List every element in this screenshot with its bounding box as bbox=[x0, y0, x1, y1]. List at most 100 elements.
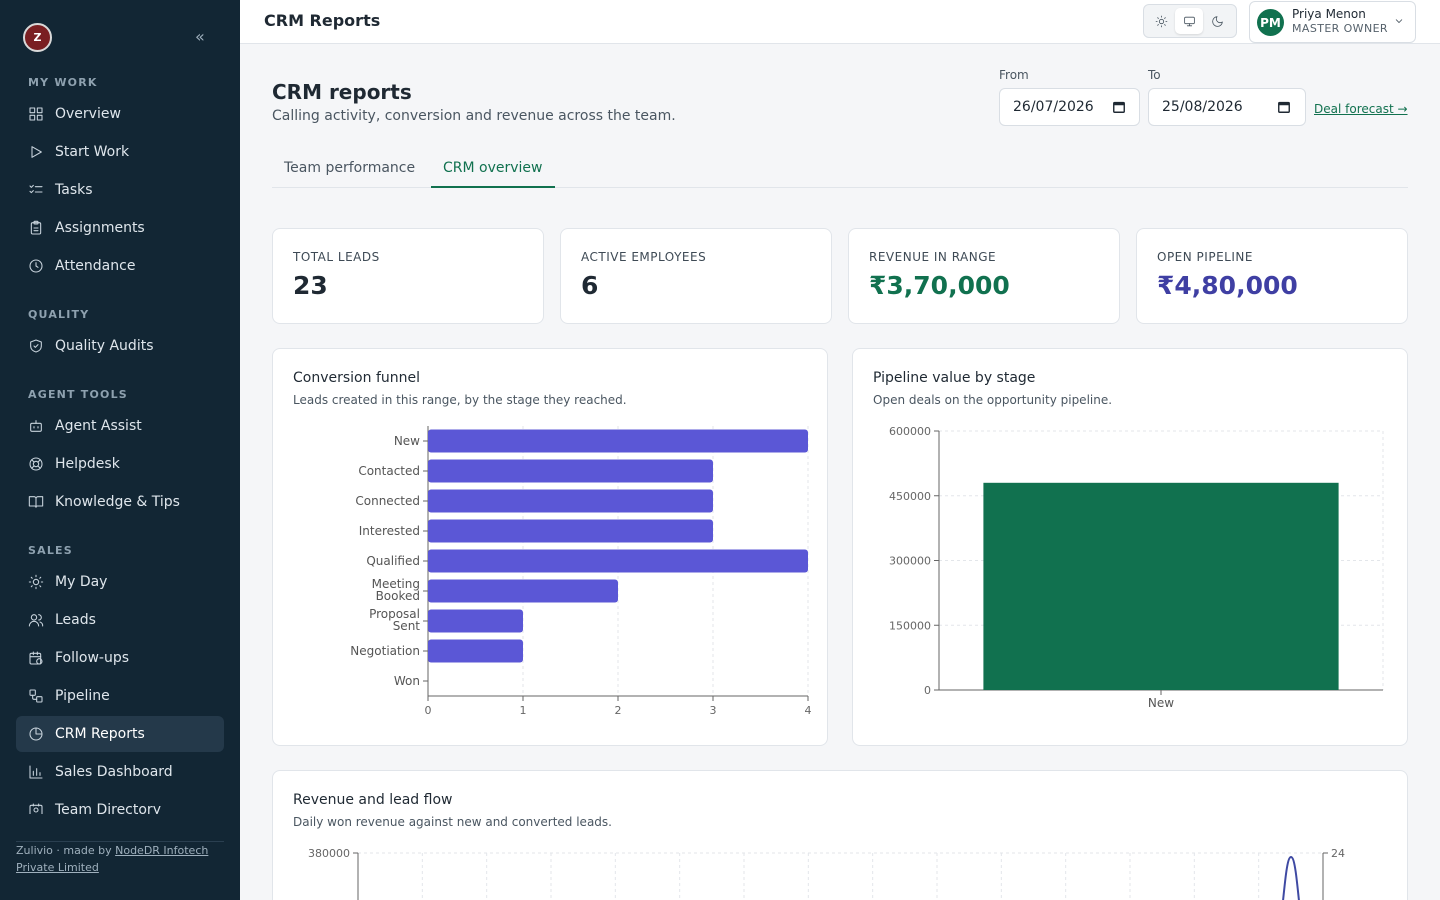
y-tick-label: 600000 bbox=[889, 425, 931, 438]
y-tick-label: 450000 bbox=[889, 490, 931, 503]
monitor-icon bbox=[1183, 16, 1195, 26]
sidebar-item-label: Attendance bbox=[55, 258, 136, 274]
sidebar-item-my-day[interactable]: My Day bbox=[16, 564, 224, 600]
sidebar: Z « MY WORK Overview Start Work Tasks Assign… bbox=[0, 0, 240, 900]
light-theme-button[interactable] bbox=[1147, 8, 1175, 34]
sidebar-item-tasks[interactable]: Tasks bbox=[16, 172, 224, 208]
card-subtitle: Leads created in this range, by the stag… bbox=[293, 393, 627, 407]
kpi-label: REVENUE IN RANGE bbox=[869, 250, 997, 264]
sidebar-item-sales-dashboard[interactable]: Sales Dashboard bbox=[16, 754, 224, 790]
sidebar-item-pipeline[interactable]: Pipeline bbox=[16, 678, 224, 714]
section-title: QUALITY bbox=[28, 308, 90, 321]
y-tick-label-line: Proposal bbox=[369, 607, 420, 621]
tab-crm-overview[interactable]: CRM overview bbox=[431, 150, 555, 188]
from-date-input[interactable]: 26/07/2026 bbox=[999, 88, 1140, 126]
sidebar-item-quality-audits[interactable]: Quality Audits bbox=[16, 328, 224, 364]
sidebar-item-label: Overview bbox=[55, 106, 121, 122]
dark-theme-button[interactable] bbox=[1203, 8, 1231, 34]
topbar-title: CRM Reports bbox=[264, 11, 381, 30]
sun-icon bbox=[28, 574, 44, 590]
pipeline-value-chart: 0 150000 300000 450000 600000 New bbox=[889, 425, 1384, 710]
card-subtitle: Daily won revenue against new and conver… bbox=[293, 815, 612, 829]
sidebar-item-label: CRM Reports bbox=[55, 726, 145, 742]
sidebar-item-crm-reports[interactable]: CRM Reports bbox=[16, 716, 224, 752]
y-tick-label: Qualified bbox=[366, 554, 420, 568]
to-date-input[interactable]: 25/08/2026 bbox=[1148, 88, 1306, 126]
page-subtitle: Calling activity, conversion and revenue… bbox=[272, 108, 676, 124]
from-date-value: 26/07/2026 bbox=[1013, 99, 1094, 115]
sidebar-nav: MY WORK Overview Start Work Tasks Assignment… bbox=[16, 70, 224, 814]
lifebuoy-icon bbox=[29, 457, 43, 471]
sidebar-item-knowledge-tips[interactable]: Knowledge & Tips bbox=[16, 484, 224, 520]
kpi-value: ₹4,80,000 bbox=[1157, 271, 1298, 300]
footer-company-link[interactable]: NodeDR Infotech Private Limited bbox=[16, 844, 209, 874]
user-menu[interactable]: PM Priya Menon MASTER OWNER bbox=[1249, 1, 1416, 43]
theme-switcher bbox=[1143, 4, 1237, 38]
sidebar-item-label: Tasks bbox=[55, 182, 93, 198]
y-tick-label: Contacted bbox=[358, 464, 420, 478]
y-tick-label-line: Sent bbox=[393, 619, 421, 633]
y-tick-label: Interested bbox=[359, 524, 420, 538]
tab-team-performance[interactable]: Team performance bbox=[284, 160, 416, 176]
sidebar-item-attendance[interactable]: Attendance bbox=[16, 248, 224, 284]
bar-chart-icon bbox=[29, 765, 43, 779]
y-tick-label: 150000 bbox=[889, 619, 931, 632]
conversion-funnel-chart: 0 1 2 3 4 New Contacted Connected Interested Qual… bbox=[350, 426, 812, 717]
section-gap bbox=[16, 286, 224, 302]
x-tick-label: 3 bbox=[710, 704, 717, 717]
funnel-bar bbox=[428, 609, 523, 633]
sidebar-item-agent-assist[interactable]: Agent Assist bbox=[16, 408, 224, 444]
pie-chart-icon bbox=[29, 727, 43, 741]
card-subtitle: Open deals on the opportunity pipeline. bbox=[873, 393, 1113, 407]
sidebar-item-label: Helpdesk bbox=[55, 456, 120, 472]
footer-text: Zulivio · made by bbox=[16, 844, 116, 857]
deal-forecast-link[interactable]: Deal forecast → bbox=[1314, 102, 1408, 116]
calendar-clock-icon bbox=[29, 651, 43, 665]
chevron-down-icon bbox=[1395, 19, 1403, 24]
pipeline-value-card: Pipeline value by stage Open deals on th… bbox=[852, 348, 1408, 746]
calendar-icon[interactable] bbox=[1112, 100, 1126, 114]
system-theme-button[interactable] bbox=[1175, 8, 1203, 34]
users-icon bbox=[28, 614, 44, 627]
to-date-value: 25/08/2026 bbox=[1162, 99, 1243, 115]
sidebar-item-follow-ups[interactable]: Follow-ups bbox=[16, 640, 224, 676]
calendar-icon[interactable] bbox=[1277, 100, 1291, 114]
revenue-lead-flow-chart: 380000 24 bbox=[308, 847, 1345, 900]
sidebar-footer: Zulivio · made by NodeDR Infotech Privat… bbox=[16, 841, 224, 876]
y-tick-label: Meeting Booked bbox=[372, 577, 420, 603]
y-tick-label: Connected bbox=[355, 494, 420, 508]
y-tick-label-line: Meeting bbox=[372, 577, 420, 591]
series-line bbox=[1282, 855, 1300, 900]
x-tick-label: 1 bbox=[520, 704, 527, 717]
sidebar-item-leads[interactable]: Leads bbox=[16, 602, 224, 638]
sidebar-item-label: Pipeline bbox=[55, 688, 110, 704]
sidebar-item-start-work[interactable]: Start Work bbox=[16, 134, 224, 170]
collapse-sidebar-icon[interactable]: « bbox=[195, 27, 205, 46]
sidebar-item-assignments[interactable]: Assignments bbox=[16, 210, 224, 246]
kpi-revenue-in-range: REVENUE IN RANGE ₹3,70,000 bbox=[848, 228, 1120, 324]
funnel-bar bbox=[428, 549, 808, 573]
x-tick-label: 0 bbox=[425, 704, 432, 717]
grid-icon bbox=[29, 107, 43, 121]
kpi-active-employees: ACTIVE EMPLOYEES 6 bbox=[560, 228, 832, 324]
sidebar-item-helpdesk[interactable]: Helpdesk bbox=[16, 446, 224, 482]
sidebar-item-overview[interactable]: Overview bbox=[16, 96, 224, 132]
conversion-funnel-card: Conversion funnel Leads created in this … bbox=[272, 348, 828, 746]
sidebar-item-label: Agent Assist bbox=[55, 418, 142, 434]
sidebar-item-label: Sales Dashboard bbox=[55, 764, 173, 780]
y-tick-label: 0 bbox=[924, 684, 931, 697]
section-gap bbox=[16, 522, 224, 538]
card-title: Conversion funnel bbox=[293, 370, 420, 386]
play-icon bbox=[31, 146, 42, 158]
card-title: Revenue and lead flow bbox=[293, 792, 453, 808]
checklist-icon bbox=[29, 184, 43, 194]
sidebar-item-team-directory[interactable]: Team Directory bbox=[16, 792, 224, 814]
kpi-open-pipeline: OPEN PIPELINE ₹4,80,000 bbox=[1136, 228, 1408, 324]
funnel-bar bbox=[428, 639, 523, 663]
app-logo[interactable]: Z bbox=[23, 23, 52, 52]
x-tick-label: 2 bbox=[615, 704, 622, 717]
clipboard-icon bbox=[30, 220, 42, 235]
avatar: PM bbox=[1257, 9, 1284, 36]
funnel-bar bbox=[428, 429, 808, 453]
kpi-value: ₹3,70,000 bbox=[869, 271, 1010, 300]
